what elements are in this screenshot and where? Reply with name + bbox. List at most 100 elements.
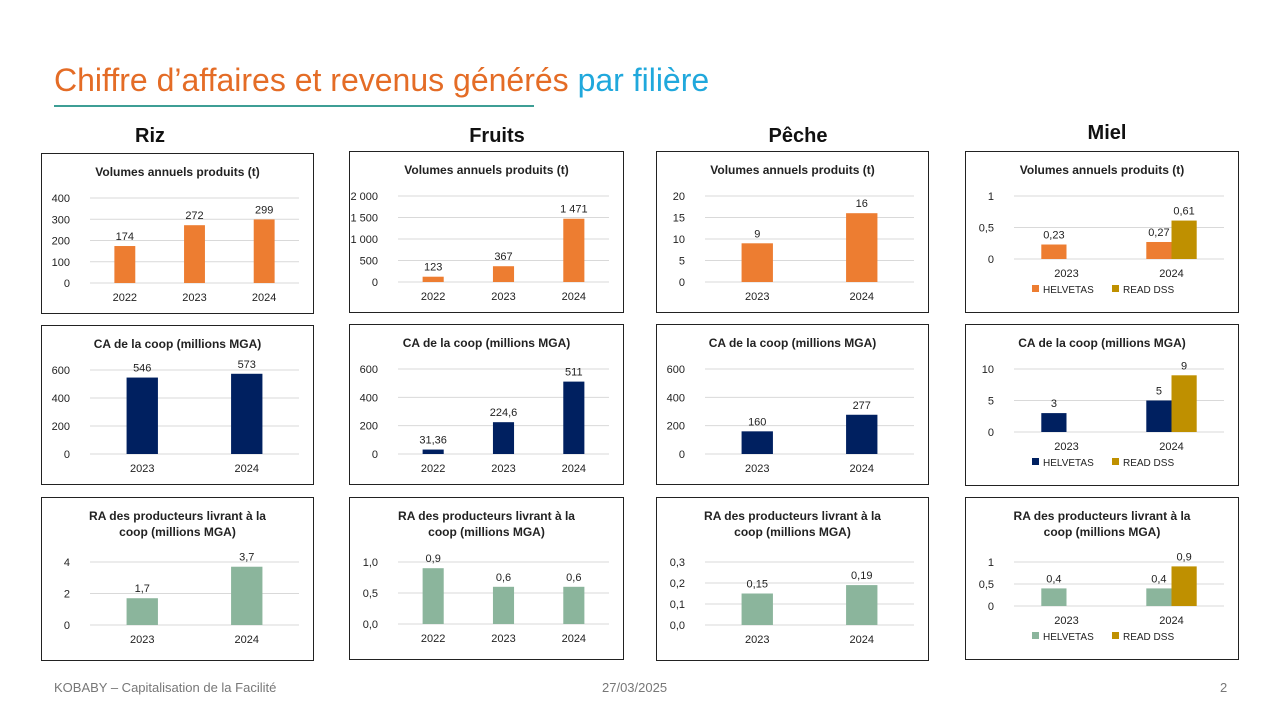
x-tick-label: 2024 — [252, 292, 276, 304]
x-tick-label: 2024 — [1159, 441, 1183, 453]
y-tick-label: 0 — [372, 449, 378, 461]
chart-peche-ca: CA de la coop (millions MGA) 0 200 400 600 16… — [656, 324, 929, 485]
bar — [1041, 244, 1067, 259]
data-label: 3 — [1051, 398, 1057, 410]
chart-svg: RA des producteurs livrant à la coop (mil… — [64, 509, 299, 646]
chart-fruits-ra: RA des producteurs livrant à la coop (mil… — [349, 497, 624, 660]
x-tick-label: 2024 — [850, 463, 874, 475]
data-label: 272 — [185, 210, 203, 222]
legend-label: HELVETAS — [1043, 632, 1094, 643]
bar — [846, 585, 878, 625]
x-tick-label: 2022 — [421, 291, 445, 303]
y-tick-label: 4 — [64, 557, 70, 569]
x-tick-label: 2024 — [562, 633, 586, 645]
slide-title-part2: par filière — [577, 62, 710, 98]
bar — [422, 568, 444, 624]
data-label: 573 — [238, 359, 256, 371]
chart-title: Volumes annuels produits (t) — [710, 163, 874, 177]
y-tick-label: 0,1 — [670, 599, 685, 611]
x-tick-label: 2023 — [491, 633, 515, 645]
bar — [492, 266, 515, 282]
x-tick-label: 2023 — [182, 292, 206, 304]
y-tick-label: 400 — [667, 392, 685, 404]
chart-title: Volumes annuels produits (t) — [404, 163, 568, 177]
y-tick-label: 10 — [982, 364, 994, 376]
bar — [126, 598, 158, 625]
y-tick-label: 300 — [52, 214, 70, 226]
chart-riz-ra: RA des producteurs livrant à la coop (mil… — [41, 497, 314, 661]
data-label: 1,7 — [135, 583, 150, 595]
x-tick-label: 2024 — [1159, 268, 1183, 280]
x-tick-label: 2023 — [745, 291, 769, 303]
data-label: 31,36 — [419, 435, 447, 447]
bar — [184, 225, 205, 283]
legend-label: HELVETAS — [1043, 285, 1094, 296]
bar — [1041, 588, 1067, 606]
y-tick-label: 200 — [52, 236, 70, 248]
data-label: 0,9 — [1176, 551, 1191, 563]
y-tick-label: 200 — [52, 421, 70, 433]
bar — [1171, 375, 1197, 432]
y-tick-label: 0 — [679, 449, 685, 461]
chart-title: RA des producteurs livrant à la — [704, 509, 881, 523]
bar — [492, 422, 515, 454]
data-label: 123 — [424, 262, 442, 274]
y-tick-label: 200 — [667, 421, 685, 433]
y-tick-label: 0,2 — [670, 578, 685, 590]
data-label: 0,6 — [496, 572, 511, 584]
data-label: 299 — [255, 204, 273, 216]
data-label: 5 — [1156, 386, 1162, 398]
chart-svg: CA de la coop (millions MGA) 0 200 400 600 31… — [360, 336, 609, 475]
data-label: 546 — [133, 363, 151, 375]
y-tick-label: 0,0 — [670, 620, 685, 632]
y-tick-label: 0,5 — [979, 223, 994, 235]
y-tick-label: 1 000 — [350, 234, 378, 246]
x-tick-label: 2023 — [745, 463, 769, 475]
chart-svg: CA de la coop (millions MGA) 0 200 400 600 54… — [52, 337, 299, 475]
title-underline — [54, 105, 534, 107]
x-tick-label: 2024 — [235, 463, 259, 475]
bar — [741, 243, 773, 282]
chart-svg: RA des producteurs livrant à la coop (mil… — [670, 509, 914, 646]
legend-swatch — [1032, 458, 1039, 465]
y-tick-label: 0,3 — [670, 557, 685, 569]
chart-title: coop (millions MGA) — [734, 525, 851, 539]
bar — [231, 566, 263, 625]
y-tick-label: 15 — [673, 213, 685, 225]
data-label: 0,27 — [1148, 227, 1169, 239]
chart-title: Volumes annuels produits (t) — [1020, 163, 1184, 177]
slide-title-part1: Chiffre d’affaires et revenus générés — [54, 62, 569, 98]
bar — [422, 276, 444, 282]
y-tick-label: 1 — [988, 191, 994, 203]
bar — [1041, 413, 1067, 432]
x-tick-label: 2023 — [130, 463, 154, 475]
bar — [422, 449, 444, 454]
y-tick-label: 0 — [64, 620, 70, 632]
chart-peche-volumes: Volumes annuels produits (t) 0 5 10 15 20 9 202… — [656, 151, 929, 313]
bar — [1146, 588, 1172, 606]
column-heading-riz: Riz — [135, 125, 165, 147]
chart-title: RA des producteurs livrant à la — [89, 509, 266, 523]
bar — [126, 377, 158, 454]
x-tick-label: 2024 — [562, 291, 586, 303]
chart-fruits-ca: CA de la coop (millions MGA) 0 200 400 600 31… — [349, 324, 624, 485]
legend-swatch — [1112, 458, 1119, 465]
y-tick-label: 400 — [360, 392, 378, 404]
bar — [846, 213, 878, 282]
data-label: 0,23 — [1043, 230, 1064, 242]
y-tick-label: 200 — [360, 421, 378, 433]
bar — [231, 373, 263, 454]
y-tick-label: 100 — [52, 257, 70, 269]
x-tick-label: 2023 — [491, 463, 515, 475]
chart-svg: Volumes annuels produits (t) 0 100 200 300 40… — [52, 165, 299, 304]
footer-page-number: 2 — [1220, 680, 1228, 695]
bar — [563, 586, 585, 624]
x-tick-label: 2024 — [235, 634, 259, 646]
data-label: 0,15 — [747, 579, 768, 591]
chart-riz-ca: CA de la coop (millions MGA) 0 200 400 600 54… — [41, 325, 314, 485]
data-label: 511 — [565, 367, 583, 379]
bar — [741, 431, 773, 454]
y-tick-label: 1,0 — [363, 557, 378, 569]
data-label: 224,6 — [490, 407, 518, 419]
column-heading-miel: Miel — [1087, 122, 1127, 144]
